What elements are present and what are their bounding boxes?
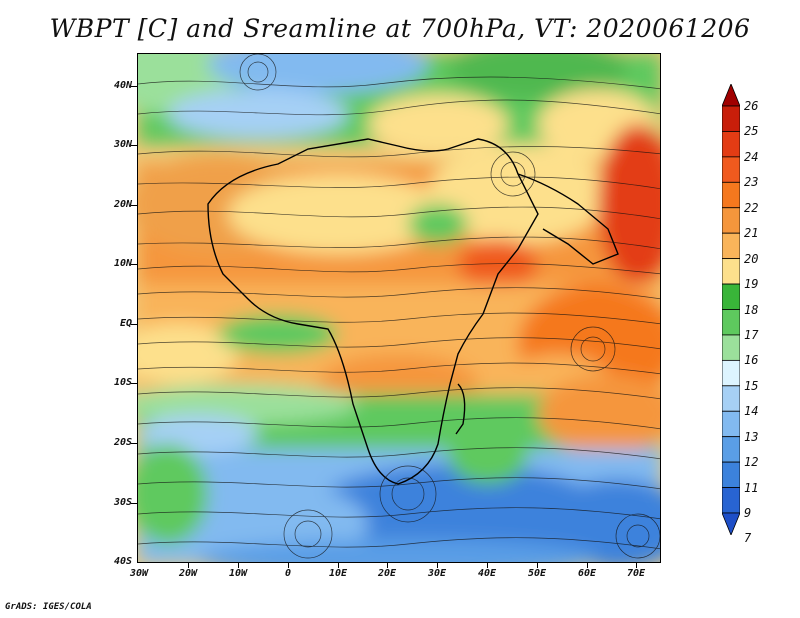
- colorbar-label: 9: [744, 506, 752, 520]
- lat-label-10s: 10S: [113, 377, 132, 388]
- lon-label-30w: 30W: [129, 568, 149, 579]
- lon-tick: [587, 563, 588, 568]
- lon-label-50e: 50E: [527, 568, 547, 579]
- colorbar-label: 15: [744, 378, 759, 393]
- streamlines: [138, 54, 660, 559]
- colorbar-label: 23: [744, 175, 759, 190]
- lon-tick: [288, 563, 289, 568]
- colorbar-label: 13: [744, 429, 759, 444]
- lon-tick: [487, 563, 488, 568]
- colorbar-swatch: [722, 283, 740, 310]
- map-plot-area: [137, 53, 661, 563]
- lon-label-40e: 40E: [477, 568, 497, 579]
- colorbar-label: 16: [744, 353, 759, 368]
- lat-tick: [131, 383, 137, 384]
- colorbar-label: 25: [744, 124, 759, 139]
- colorbar-swatch: [722, 131, 740, 158]
- colorbar-swatch: [722, 334, 740, 361]
- colorbar-label: 26: [744, 99, 759, 113]
- lon-tick: [238, 563, 239, 568]
- lat-tick: [131, 443, 137, 444]
- lon-label-60e: 60E: [577, 568, 597, 579]
- lat-tick: [131, 145, 137, 146]
- colorbar-label: 11: [744, 480, 759, 495]
- lat-tick: [131, 324, 137, 325]
- lat-label-10n: 10N: [113, 258, 132, 269]
- lat-tick: [131, 86, 137, 87]
- lat-label-30n: 30N: [113, 139, 132, 150]
- lat-label-20s: 20S: [113, 437, 132, 448]
- colorbar-label: 7: [744, 531, 752, 546]
- lon-label-20w: 20W: [178, 568, 198, 579]
- lat-tick: [131, 205, 137, 206]
- colorbar-swatch: [722, 385, 740, 412]
- lat-label-30s: 30S: [113, 497, 132, 508]
- colorbar-label: 19: [744, 277, 759, 292]
- colorbar-label: 17: [744, 327, 759, 342]
- lon-label-10e: 10E: [328, 568, 348, 579]
- footer-credit: GrADS: IGES/COLA: [5, 602, 92, 612]
- lat-tick: [131, 264, 137, 265]
- colorbar-label: 12: [744, 455, 759, 470]
- colorbar-label: 21: [744, 226, 759, 241]
- lon-tick: [188, 563, 189, 568]
- colorbar-label: 24: [744, 149, 759, 164]
- colorbar-swatch: [722, 258, 740, 285]
- lon-tick: [537, 563, 538, 568]
- colorbar-label: 20: [744, 251, 759, 266]
- lon-label-70e: 70E: [626, 568, 646, 579]
- colorbar-swatch: [722, 232, 740, 260]
- colorbar-bottom-arrow: [722, 512, 740, 535]
- lon-tick: [338, 563, 339, 568]
- colorbar-label: 14: [744, 404, 759, 419]
- colorbar-swatch: [722, 181, 740, 209]
- colorbar-label: 22: [744, 200, 759, 215]
- colorbar-swatch: [722, 207, 740, 234]
- colorbar-swatch: [722, 156, 740, 183]
- wbpt-field: [138, 54, 660, 562]
- colorbar-swatch: [722, 487, 740, 514]
- colorbar-swatch: [722, 436, 740, 463]
- coastline: [207, 138, 619, 485]
- lat-tick: [131, 503, 137, 504]
- lon-label-20e: 20E: [377, 568, 397, 579]
- colorbar-swatch: [722, 359, 740, 387]
- chart-title: WBPT [C] and Sreamline at 700hPa, VT: 20…: [49, 14, 751, 43]
- lon-tick: [636, 563, 637, 568]
- lon-label-10w: 10W: [228, 568, 248, 579]
- colorbar-swatch: [722, 410, 740, 438]
- colorbar-label: 18: [744, 302, 759, 317]
- lon-tick: [387, 563, 388, 568]
- colorbar-swatch: [722, 309, 740, 336]
- colorbar: [722, 84, 740, 535]
- lat-label-eq: EQ: [119, 318, 132, 329]
- lon-tick: [437, 563, 438, 568]
- lon-label-0: 0: [284, 568, 292, 579]
- colorbar-top-arrow: [722, 84, 740, 107]
- lon-label-30e: 30E: [427, 568, 447, 579]
- lat-label-40n: 40N: [113, 80, 132, 91]
- lat-label-20n: 20N: [113, 199, 132, 210]
- colorbar-swatch: [722, 461, 740, 488]
- colorbar-swatch: [722, 105, 740, 132]
- lat-label-40s: 40S: [113, 556, 132, 567]
